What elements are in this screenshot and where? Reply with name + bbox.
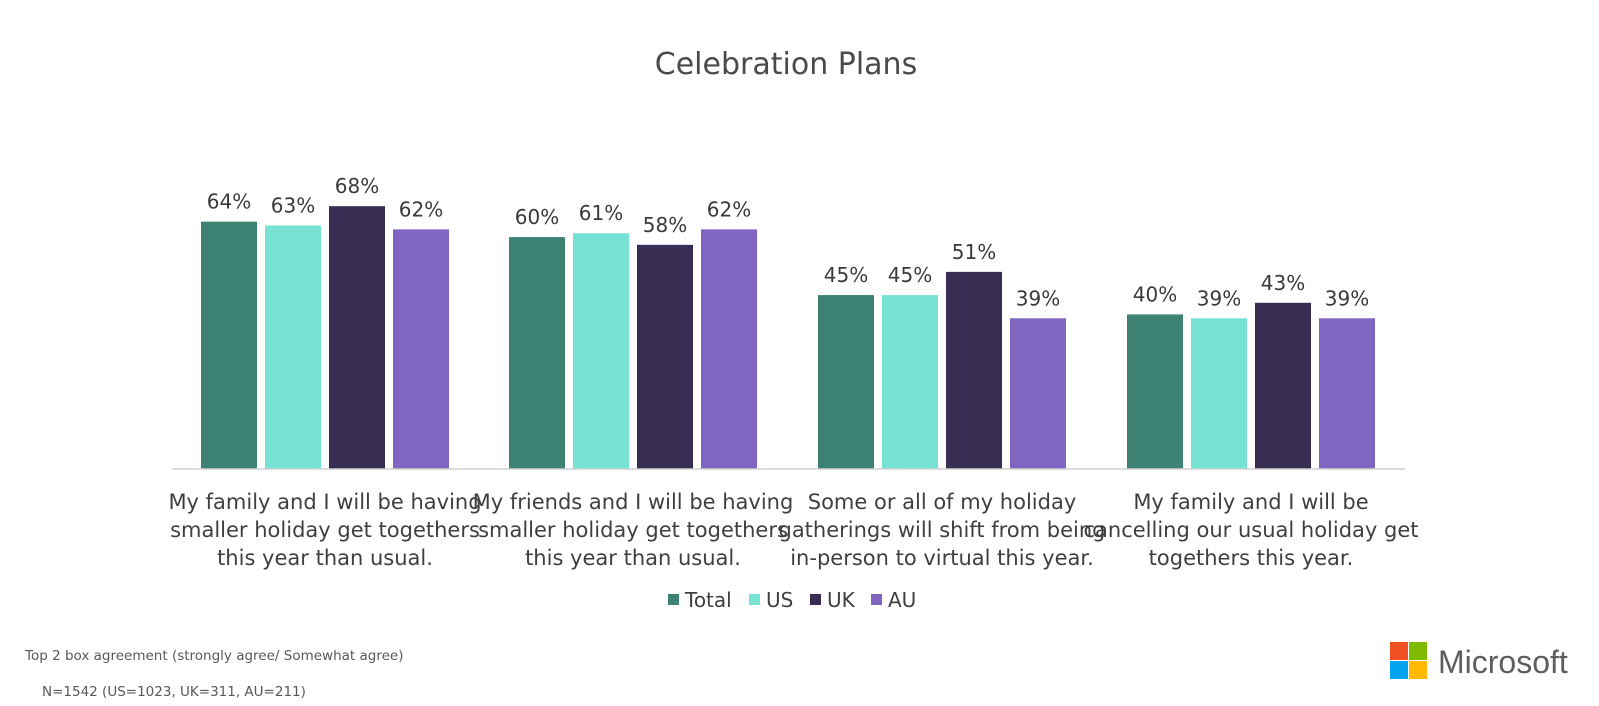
category-label-2-line-3: this year than usual.: [525, 546, 741, 570]
category-label-1-line-2: smaller holiday get togethers: [170, 518, 480, 542]
data-label-total-1: 64%: [207, 190, 251, 214]
legend-label-au: AU: [888, 588, 916, 612]
bar-total-1: [201, 221, 257, 469]
bar-total-4: [1127, 314, 1183, 469]
bar-us-3: [882, 295, 938, 469]
category-label-1-line-3: this year than usual.: [217, 546, 433, 570]
bar-uk-2: [637, 244, 693, 469]
category-label-3-line-2: gatherings will shift from being: [778, 518, 1105, 542]
bar-uk-1: [329, 206, 385, 469]
data-label-uk-4: 43%: [1261, 271, 1305, 295]
legend-label-uk: UK: [827, 588, 856, 612]
microsoft-logo-square-4: [1409, 661, 1427, 679]
category-label-3-line-1: Some or all of my holiday: [808, 490, 1077, 514]
microsoft-logo-square-1: [1390, 642, 1408, 660]
data-label-uk-3: 51%: [952, 240, 996, 264]
legend: Total US UK AU: [668, 588, 916, 612]
microsoft-logo-square-3: [1390, 661, 1408, 679]
data-label-uk-2: 58%: [643, 213, 687, 237]
category-label-2-line-2: smaller holiday get togethers: [478, 518, 788, 542]
legend-swatch-uk: [810, 594, 821, 605]
bar-uk-3: [946, 271, 1002, 469]
bar-total-2: [509, 237, 565, 469]
legend-swatch-total: [668, 594, 679, 605]
microsoft-wordmark: Microsoft: [1438, 644, 1568, 680]
microsoft-logo-square-2: [1409, 642, 1427, 660]
data-label-us-2: 61%: [579, 201, 623, 225]
data-label-total-3: 45%: [824, 263, 868, 287]
bar-au-1: [393, 229, 449, 469]
bar-us-2: [573, 233, 629, 469]
category-label-4-line-3: togethers this year.: [1149, 546, 1354, 570]
data-label-us-1: 63%: [271, 194, 315, 218]
footnote-sample-size: N=1542 (US=1023, UK=311, AU=211): [42, 684, 306, 700]
category-label-4-line-1: My family and I will be: [1133, 490, 1368, 514]
legend-label-us: US: [766, 588, 793, 612]
legend-swatch-au: [871, 594, 882, 605]
data-label-au-4: 39%: [1325, 286, 1369, 310]
category-labels: My family and I will be having smaller ho…: [168, 490, 1418, 570]
bar-au-3: [1010, 318, 1066, 469]
bar-total-3: [818, 295, 874, 469]
category-label-4-line-2: cancelling our usual holiday get: [1083, 518, 1418, 542]
microsoft-logo: Microsoft: [1390, 642, 1568, 680]
bar-uk-4: [1255, 302, 1311, 469]
data-label-uk-1: 68%: [335, 174, 379, 198]
category-label-3-line-3: in-person to virtual this year.: [790, 546, 1094, 570]
chart-title: Celebration Plans: [655, 47, 917, 82]
bars-group: 64% 63% 68% 62% 60% 61% 58% 62% 45% 45% 51% 39% 40% 3…: [201, 174, 1375, 469]
data-label-total-2: 60%: [515, 205, 559, 229]
bar-us-4: [1191, 318, 1247, 469]
bar-au-2: [701, 229, 757, 469]
data-label-au-3: 39%: [1016, 286, 1060, 310]
microsoft-logo-icon: [1390, 642, 1427, 679]
data-label-us-3: 45%: [888, 263, 932, 287]
legend-swatch-us: [749, 594, 760, 605]
footnote-agreement: Top 2 box agreement (strongly agree/ Som…: [24, 648, 403, 664]
category-label-1-line-1: My family and I will be having: [168, 490, 481, 514]
data-label-total-4: 40%: [1133, 282, 1177, 306]
bar-au-4: [1319, 318, 1375, 469]
legend-label-total: Total: [684, 588, 732, 612]
data-label-au-2: 62%: [707, 197, 751, 221]
data-label-au-1: 62%: [399, 197, 443, 221]
category-label-2-line-1: My friends and I will be having: [473, 490, 794, 514]
data-label-us-4: 39%: [1197, 286, 1241, 310]
bar-us-1: [265, 225, 321, 469]
